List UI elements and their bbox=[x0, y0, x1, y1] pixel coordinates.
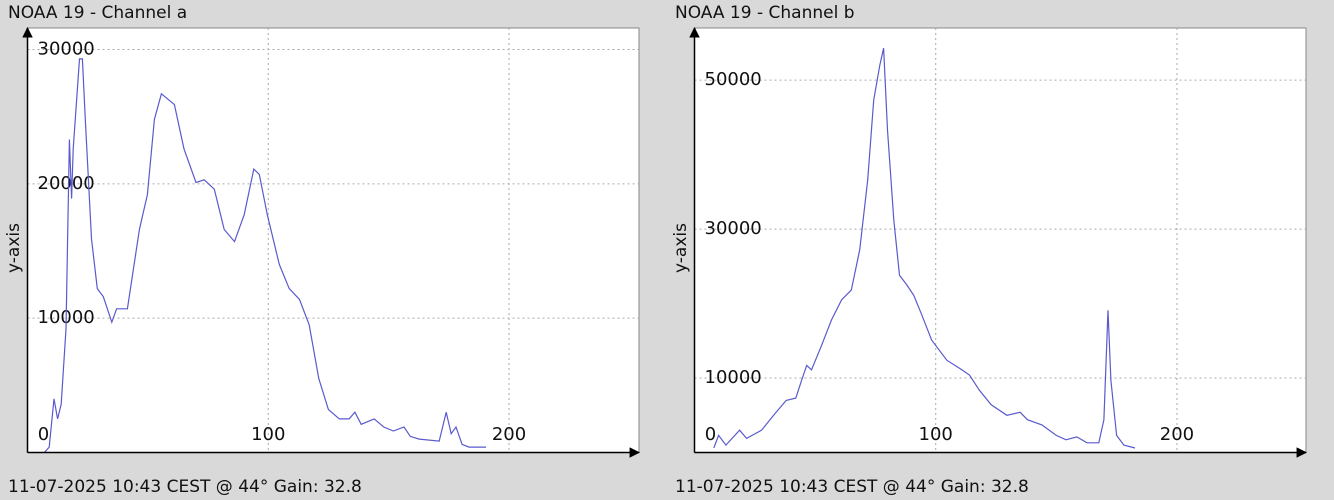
y-tick-label: 30000 bbox=[38, 38, 95, 59]
x-tick-label: 100 bbox=[919, 424, 953, 445]
footer-caption: 11-07-2025 10:43 CEST @ 44° Gain: 32.8 bbox=[8, 477, 362, 497]
x-tick-label: 0 bbox=[38, 424, 49, 445]
x-tick-label: 200 bbox=[492, 424, 526, 445]
data-line bbox=[713, 47, 1136, 449]
y-tick-label: 10000 bbox=[705, 367, 762, 388]
y-tick-label: 20000 bbox=[38, 173, 95, 194]
plot-area bbox=[27, 27, 640, 453]
y-tick-label: 30000 bbox=[705, 218, 762, 239]
plot-area bbox=[694, 27, 1307, 453]
data-line bbox=[43, 58, 487, 453]
y-tick-label: 50000 bbox=[705, 69, 762, 90]
footer-caption: 11-07-2025 10:43 CEST @ 44° Gain: 32.8 bbox=[675, 477, 1029, 497]
chart-title: NOAA 19 - Channel a bbox=[8, 3, 187, 23]
y-axis-label: y-axis bbox=[4, 223, 24, 273]
x-tick-label: 0 bbox=[705, 424, 716, 445]
x-tick-label: 200 bbox=[1160, 424, 1194, 445]
chart-title: NOAA 19 - Channel b bbox=[675, 3, 855, 23]
y-axis-label: y-axis bbox=[671, 223, 691, 273]
x-tick-label: 100 bbox=[251, 424, 285, 445]
